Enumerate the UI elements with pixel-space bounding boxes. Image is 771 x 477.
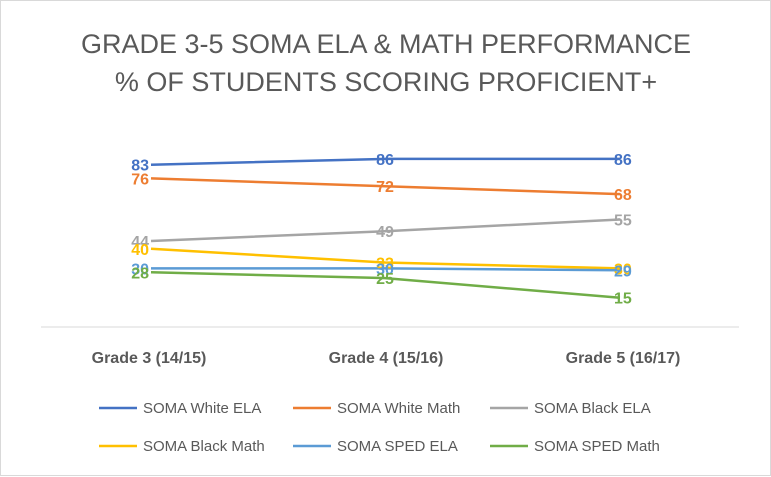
series-line-1	[150, 177, 621, 196]
chart-title: GRADE 3-5 SOMA ELA & MATH PERFORMANCE	[81, 29, 691, 59]
data-label: 33	[376, 256, 394, 273]
legend-label: SOMA Black ELA	[534, 400, 651, 417]
data-label: 49	[376, 224, 394, 241]
data-label: 28	[131, 265, 149, 282]
series-line-4	[151, 267, 621, 272]
x-tick-label: Grade 4 (15/16)	[329, 350, 444, 367]
x-tick-label: Grade 5 (16/17)	[566, 350, 681, 367]
data-label: 44	[131, 234, 149, 251]
series-line-5	[150, 271, 621, 299]
series-line-0	[150, 157, 620, 166]
data-label: 86	[376, 152, 394, 169]
legend-label: SOMA Black Math	[143, 438, 265, 455]
data-label: 30	[376, 261, 394, 278]
data-label: 29	[614, 263, 632, 280]
legend: SOMA White ELA SOMA White Math SOMA Black …	[99, 400, 660, 455]
series-lines	[150, 157, 621, 299]
data-label: 25	[376, 271, 394, 288]
legend-label: SOMA White Math	[337, 400, 460, 417]
data-label: 55	[614, 213, 632, 230]
x-tick-label: Grade 3 (14/15)	[92, 350, 207, 367]
data-label: 40	[131, 242, 149, 259]
legend-label: SOMA SPED Math	[534, 438, 660, 455]
data-label: 68	[614, 187, 632, 204]
data-label: 83	[131, 158, 149, 175]
series-line-2	[150, 218, 621, 243]
data-label: 72	[376, 179, 394, 196]
chart-subtitle: % OF STUDENTS SCORING PROFICIENT+	[115, 67, 657, 97]
data-label: 86	[614, 152, 632, 169]
x-tick-labels: Grade 3 (14/15) Grade 4 (15/16) Grade 5 (1…	[92, 350, 681, 367]
data-label: 30	[614, 261, 632, 278]
data-label: 76	[131, 171, 149, 188]
series-line-3	[150, 247, 621, 270]
data-label: 15	[614, 291, 632, 308]
legend-label: SOMA SPED ELA	[337, 438, 458, 455]
legend-label: SOMA White ELA	[143, 400, 261, 417]
data-label: 30	[131, 261, 149, 278]
